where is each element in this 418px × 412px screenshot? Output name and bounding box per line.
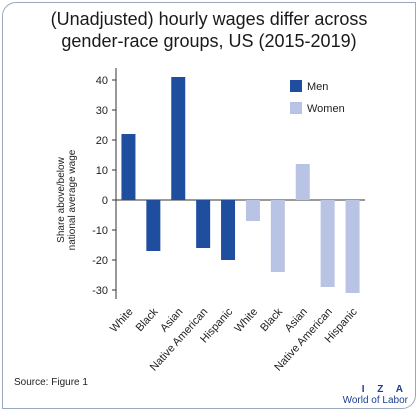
bar-men-hispanic xyxy=(221,200,236,260)
logo-iza-text: I Z A xyxy=(361,384,408,395)
title-line-2: gender-race groups, US (2015-2019) xyxy=(61,31,357,51)
title-line-1: (Unadjusted) hourly wages differ across xyxy=(50,9,368,29)
bar-men-black xyxy=(146,200,161,251)
y-tick-label: 20 xyxy=(96,135,108,147)
y-tick-label: -10 xyxy=(92,225,108,237)
bar-men-white xyxy=(121,134,136,200)
bar-men-native-american xyxy=(196,200,211,248)
bar-women-asian xyxy=(295,164,310,200)
y-axis-label-line-2: national average wage xyxy=(67,149,78,250)
x-category-label: White xyxy=(232,306,260,335)
x-category-label: White xyxy=(108,306,136,335)
logo-wol-text: World of Labor xyxy=(342,395,408,406)
y-tick-label: 30 xyxy=(96,105,108,117)
y-tick-label: 40 xyxy=(96,75,108,87)
legend-label-women: Women xyxy=(307,103,345,115)
y-tick-label: 10 xyxy=(96,165,108,177)
bar-women-hispanic xyxy=(345,200,360,293)
bar-men-asian xyxy=(171,77,186,200)
chart-title: (Unadjusted) hourly wages differ across … xyxy=(0,8,418,52)
bar-women-black xyxy=(270,200,285,272)
legend-label-men: Men xyxy=(307,81,328,93)
y-tick-label: 0 xyxy=(102,195,108,207)
y-tick-label: -20 xyxy=(92,255,108,267)
bar-women-native-american xyxy=(320,200,335,287)
legend-swatch-men xyxy=(290,80,302,92)
y-axis-label-line-1: Share above/below xyxy=(56,156,67,242)
x-category-label: Black xyxy=(258,306,285,334)
y-tick-label: -30 xyxy=(92,285,108,297)
iza-logo: I Z A World of Labor xyxy=(343,384,408,406)
source-note: Source: Figure 1 xyxy=(14,377,88,388)
bar-women-white xyxy=(245,200,260,221)
legend-swatch-women xyxy=(290,102,302,114)
x-category-label: Black xyxy=(134,306,161,334)
